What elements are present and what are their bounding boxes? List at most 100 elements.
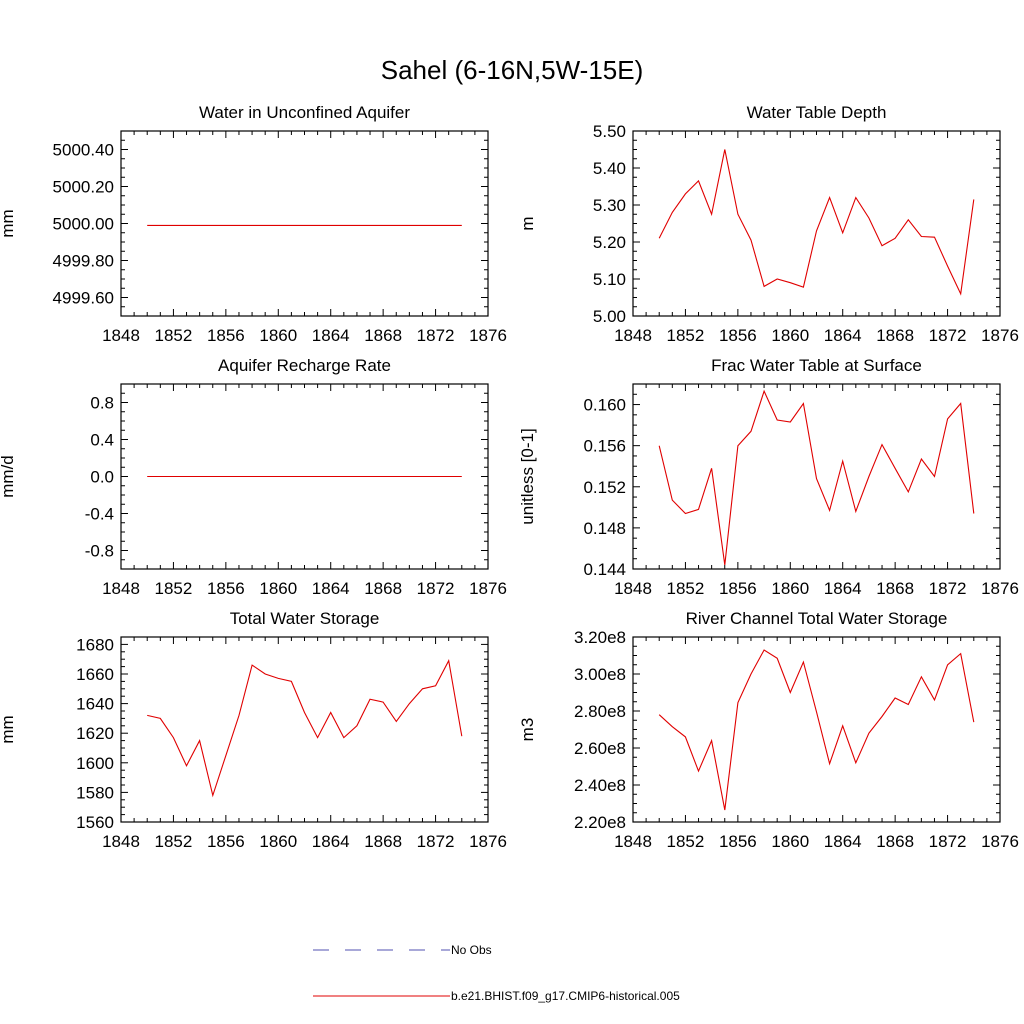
- x-tick-label: 1860: [259, 579, 297, 598]
- y-tick-label: 3.00e8: [574, 665, 626, 684]
- x-tick-label: 1876: [469, 326, 507, 345]
- plot-frame: [632, 130, 1001, 317]
- y-tick-label: 5.10: [593, 270, 626, 289]
- panel-title: Water Table Depth: [747, 103, 887, 122]
- x-tick-label: 1856: [719, 326, 757, 345]
- x-tick-label: 1864: [824, 832, 862, 851]
- legend-entry-1: No Obs: [313, 943, 492, 957]
- y-tick-label: 0.4: [90, 431, 114, 450]
- y-tick-label: -0.8: [85, 542, 114, 561]
- panel-title: River Channel Total Water Storage: [686, 609, 948, 628]
- figure-title: Sahel (6-16N,5W-15E): [380, 55, 644, 85]
- y-tick-label: 1660: [76, 665, 114, 684]
- x-tick-label: 1864: [312, 579, 350, 598]
- y-tick-label: 5000.20: [53, 178, 114, 197]
- panel-title: Aquifer Recharge Rate: [218, 356, 391, 375]
- y-tick-label: 0.8: [90, 394, 114, 413]
- x-tick-label: 1860: [259, 326, 297, 345]
- plot-frame: [120, 130, 489, 317]
- chart-panel-4: Frac Water Table at Surface unitless [0-1…: [518, 356, 1019, 598]
- y-tick-label: 0.160: [583, 396, 626, 415]
- y-tick-label: 5000.40: [53, 141, 114, 160]
- chart-panel-5: Total Water Storage mm 1848 1852 1856 1860 186…: [0, 609, 507, 851]
- y-tick-label: 3.20e8: [574, 628, 626, 647]
- y-tick-label: 0.156: [583, 437, 626, 456]
- x-tick-label: 1872: [929, 326, 967, 345]
- y-axis-label: mm: [0, 209, 17, 237]
- x-tick-label: 1860: [259, 832, 297, 851]
- y-tick-label: 1620: [76, 724, 114, 743]
- panel-title: Frac Water Table at Surface: [711, 356, 922, 375]
- y-tick-label: 5.20: [593, 233, 626, 252]
- y-tick-label: 1640: [76, 695, 114, 714]
- y-tick-label: 0.152: [583, 478, 626, 497]
- legend: No Obs b.e21.BHIST.f09_g17.CMIP6-historic…: [313, 943, 680, 1003]
- chart-panel-3: Aquifer Recharge Rate mm/d 1848 1852 1856 186…: [0, 356, 507, 598]
- x-tick-label: 1856: [207, 579, 245, 598]
- x-tick-label: 1868: [876, 579, 914, 598]
- y-tick-label: 5.00: [593, 307, 626, 326]
- plot-frame: [632, 636, 1001, 823]
- x-tick-label: 1876: [469, 832, 507, 851]
- x-tick-label: 1848: [102, 326, 140, 345]
- x-tick-label: 1856: [719, 832, 757, 851]
- x-tick-label: 1852: [667, 326, 705, 345]
- y-tick-label: 2.20e8: [574, 813, 626, 832]
- chart-panels: Water in Unconfined Aquifer mm 1848 1852 185…: [0, 103, 1019, 851]
- x-tick-label: 1848: [102, 832, 140, 851]
- x-tick-label: 1852: [667, 579, 705, 598]
- y-tick-label: 0.144: [583, 560, 626, 579]
- x-tick-label: 1868: [364, 579, 402, 598]
- x-tick-label: 1872: [929, 579, 967, 598]
- series-line: [658, 649, 975, 811]
- legend-label: b.e21.BHIST.f09_g17.CMIP6-historical.005: [451, 989, 680, 1003]
- x-tick-label: 1876: [981, 326, 1019, 345]
- y-axis-label: mm/d: [0, 455, 17, 498]
- plot-frame: [120, 636, 489, 823]
- panel-title: Total Water Storage: [230, 609, 380, 628]
- x-tick-label: 1876: [981, 579, 1019, 598]
- x-tick-label: 1852: [155, 579, 193, 598]
- x-tick-label: 1848: [614, 579, 652, 598]
- x-tick-label: 1848: [614, 326, 652, 345]
- y-axis-label: mm: [0, 715, 17, 743]
- x-tick-label: 1852: [155, 832, 193, 851]
- y-axis-label: m3: [518, 718, 537, 742]
- x-tick-label: 1860: [771, 579, 809, 598]
- x-tick-label: 1856: [719, 579, 757, 598]
- y-tick-label: -0.4: [85, 505, 114, 524]
- x-tick-label: 1860: [771, 832, 809, 851]
- y-tick-label: 4999.60: [53, 289, 114, 308]
- y-tick-label: 2.80e8: [574, 702, 626, 721]
- y-axis-label: m: [518, 216, 537, 230]
- x-tick-label: 1864: [312, 832, 350, 851]
- y-tick-label: 5.40: [593, 159, 626, 178]
- y-tick-label: 1600: [76, 754, 114, 773]
- x-tick-label: 1848: [614, 832, 652, 851]
- y-tick-label: 1580: [76, 783, 114, 802]
- y-tick-label: 4999.80: [53, 252, 114, 271]
- series-line: [658, 389, 975, 565]
- series-line: [658, 149, 975, 296]
- x-tick-label: 1876: [469, 579, 507, 598]
- y-tick-label: 1680: [76, 635, 114, 654]
- legend-entry-2: b.e21.BHIST.f09_g17.CMIP6-historical.005: [313, 989, 680, 1003]
- x-tick-label: 1864: [312, 326, 350, 345]
- y-tick-label: 0.148: [583, 519, 626, 538]
- x-tick-label: 1872: [417, 326, 455, 345]
- x-tick-label: 1872: [929, 832, 967, 851]
- chart-panel-1: Water in Unconfined Aquifer mm 1848 1852 185…: [0, 103, 507, 345]
- x-tick-label: 1868: [876, 326, 914, 345]
- x-tick-label: 1876: [981, 832, 1019, 851]
- x-tick-label: 1868: [364, 832, 402, 851]
- chart-panel-6: River Channel Total Water Storage m3 1848 1…: [518, 609, 1019, 851]
- series-line: [147, 659, 463, 798]
- x-tick-label: 1852: [667, 832, 705, 851]
- chart-panel-2: Water Table Depth m 1848 1852 1856 1860 1864 18…: [518, 103, 1019, 345]
- x-tick-label: 1872: [417, 832, 455, 851]
- x-tick-label: 1856: [207, 326, 245, 345]
- y-tick-label: 0.0: [90, 468, 114, 487]
- x-tick-label: 1868: [364, 326, 402, 345]
- y-axis-label: unitless [0-1]: [518, 428, 537, 524]
